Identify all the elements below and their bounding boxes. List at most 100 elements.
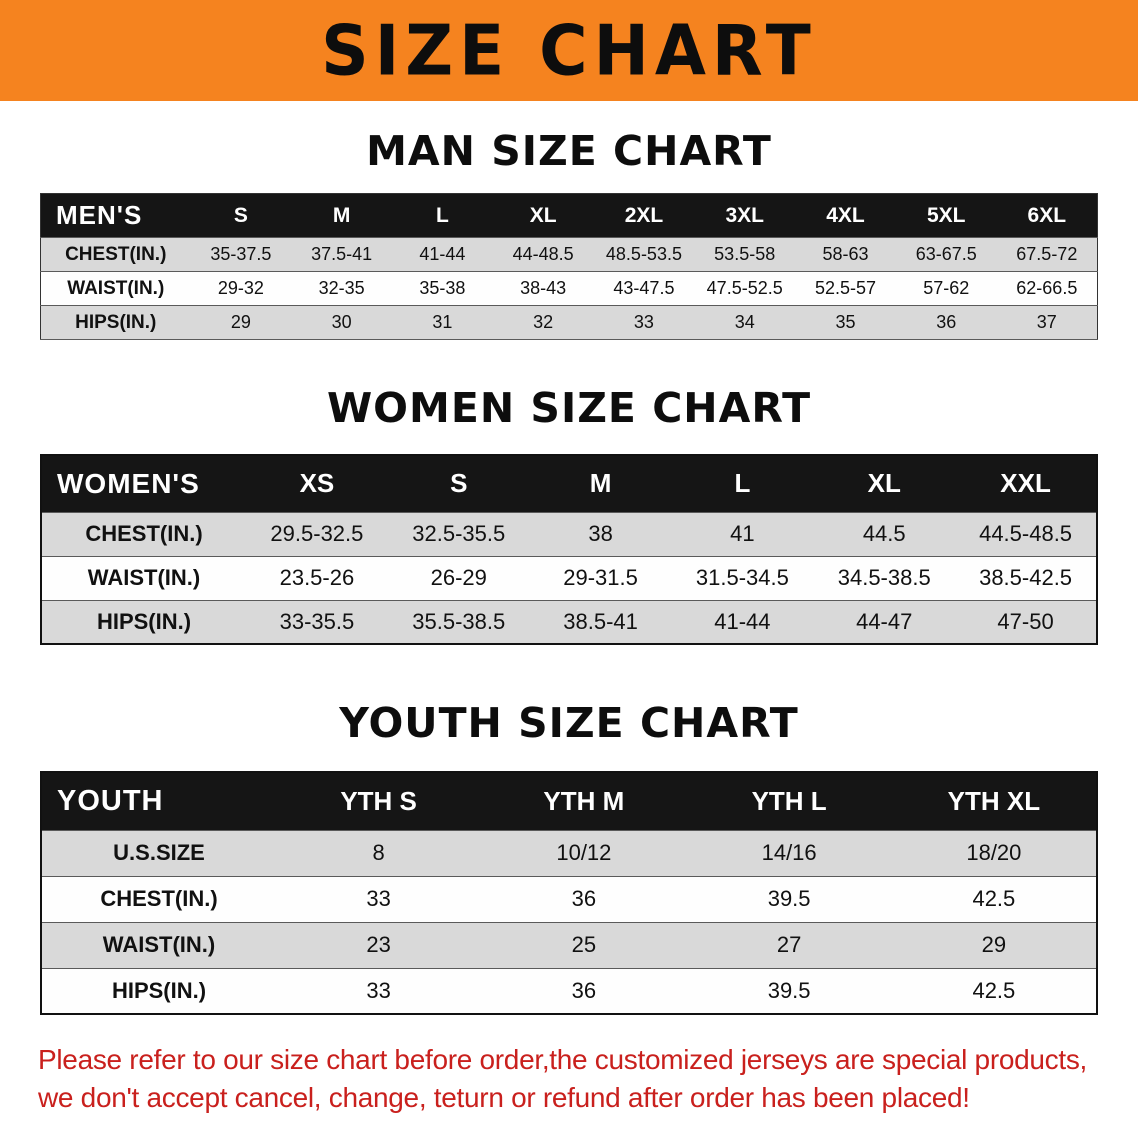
size-column-header: 4XL xyxy=(795,193,896,238)
measurement-label: WAIST(IN.) xyxy=(67,277,165,299)
size-column-header: M xyxy=(529,455,672,512)
measurement-label: WAIST(IN.) xyxy=(102,932,216,957)
size-column-header: L xyxy=(671,455,814,512)
measurement-label: HIPS(IN.) xyxy=(75,311,157,333)
measurement-row: WAIST(IN.) 23.5-26 26-29 29-31.5 31.5-34.5 34… xyxy=(41,556,1097,600)
page-title: SIZE CHART xyxy=(321,9,817,92)
measurement-label: HIPS(IN.) xyxy=(111,977,207,1003)
measurement-row: WAIST(IN.) 23 25 27 29 xyxy=(41,922,1097,968)
size-value: 35-38 xyxy=(419,278,466,298)
table-name-cell: MEN'S xyxy=(40,193,191,238)
size-value: 44.5-48.5 xyxy=(979,521,1073,546)
size-value: 33 xyxy=(366,886,391,911)
note-line-2: we don't accept cancel, change, teturn o… xyxy=(38,1081,970,1113)
size-column-header: 5XL xyxy=(895,193,997,238)
size-value: 32.5-35.5 xyxy=(412,521,506,546)
size-value: 32-35 xyxy=(318,278,365,298)
header-row: YOUTH YTH S YTH M YTH L YTH XL xyxy=(41,772,1097,830)
size-column-header: YTH XL xyxy=(891,772,1097,830)
size-column-header: YTH L xyxy=(686,772,892,830)
man-size-section: MAN SIZE CHART MEN'S S M L XL 2XL 3XL 4XL 5XL 6XL… xyxy=(0,127,1138,340)
man-size-table: MEN'S S M L XL 2XL 3XL 4XL 5XL 6XL CHEST(IN.) 35-37… xyxy=(40,193,1098,340)
banner: SIZE CHART xyxy=(0,0,1138,101)
measurement-row: CHEST(IN.) 35-37.5 37.5-41 41-44 44-48.5 48.5… xyxy=(40,237,1098,272)
size-value: 26-29 xyxy=(430,565,487,590)
measurement-label: CHEST(IN.) xyxy=(65,243,167,265)
women-size-section: WOMEN SIZE CHART WOMEN'S XS S M L XL XXL CHEST(… xyxy=(0,384,1138,645)
measurement-label: CHEST(IN.) xyxy=(100,886,218,911)
size-value: 8 xyxy=(372,840,385,865)
measurement-row: CHEST(IN.) 33 36 39.5 42.5 xyxy=(41,876,1097,922)
size-value: 36 xyxy=(571,977,597,1003)
size-value: 39.5 xyxy=(767,886,811,911)
size-column-header: XL xyxy=(813,455,956,512)
size-column-header: S xyxy=(387,455,530,512)
size-value: 35-37.5 xyxy=(210,244,272,264)
size-value: 29.5-32.5 xyxy=(270,521,364,546)
header-row: WOMEN'S XS S M L XL XXL xyxy=(41,455,1097,512)
size-value: 33 xyxy=(366,977,391,1003)
size-value: 44.5 xyxy=(862,521,906,546)
measurement-label: CHEST(IN.) xyxy=(85,521,203,546)
size-value: 39.5 xyxy=(767,977,811,1003)
size-value: 29 xyxy=(230,312,251,332)
size-value: 35.5-38.5 xyxy=(412,608,506,634)
size-value: 57-62 xyxy=(923,278,970,298)
size-column-header: 6XL xyxy=(996,193,1098,238)
measurement-row: U.S.SIZE 8 10/12 14/16 18/20 xyxy=(41,830,1097,876)
size-value: 31 xyxy=(432,312,453,332)
size-value: 38 xyxy=(588,521,613,546)
size-value: 29-31.5 xyxy=(563,565,638,590)
measurement-label: HIPS(IN.) xyxy=(96,608,192,634)
table-name-cell: WOMEN'S xyxy=(41,455,246,512)
size-value: 58-63 xyxy=(822,244,869,264)
size-value: 29-32 xyxy=(217,278,264,298)
size-column-header: 2XL xyxy=(593,193,695,238)
size-value: 14/16 xyxy=(761,840,817,865)
size-value: 30 xyxy=(331,312,352,332)
measurement-row: HIPS(IN.) 33-35.5 35.5-38.5 38.5-41 41-44 44-… xyxy=(41,600,1097,644)
note-line-1: Please refer to our size chart before or… xyxy=(38,1044,1088,1075)
size-value: 33-35.5 xyxy=(279,608,355,634)
size-column-header: L xyxy=(392,193,493,238)
size-value: 44-48.5 xyxy=(512,244,574,264)
table-name-cell: YOUTH xyxy=(41,772,276,830)
youth-size-section: YOUTH SIZE CHART YOUTH YTH S YTH M YTH L YTH… xyxy=(0,699,1138,1015)
size-column-header: M xyxy=(291,193,393,238)
size-value: 23 xyxy=(366,932,391,957)
size-value: 23.5-26 xyxy=(279,565,355,590)
header-row: MEN'S S M L XL 2XL 3XL 4XL 5XL 6XL xyxy=(40,193,1098,238)
size-column-header: YTH S xyxy=(276,772,482,830)
measurement-label: U.S.SIZE xyxy=(113,840,205,865)
size-value: 18/20 xyxy=(966,840,1022,865)
size-value: 62-66.5 xyxy=(1016,278,1078,298)
size-value: 38.5-42.5 xyxy=(979,565,1073,590)
youth-size-heading: YOUTH SIZE CHART xyxy=(339,699,799,747)
youth-size-table: YOUTH YTH S YTH M YTH L YTH XL U.S.SIZE 8 10/12… xyxy=(40,771,1098,1015)
measurement-row: HIPS(IN.) 29 30 31 32 33 34 35 36 37 xyxy=(40,305,1098,340)
size-column-header: 3XL xyxy=(694,193,796,238)
size-value: 41-44 xyxy=(714,608,771,634)
size-value: 47-50 xyxy=(997,608,1054,634)
women-size-heading: WOMEN SIZE CHART xyxy=(326,384,812,432)
size-value: 38-43 xyxy=(520,278,567,298)
measurement-row: HIPS(IN.) 33 36 39.5 42.5 xyxy=(41,968,1097,1014)
size-value: 37.5-41 xyxy=(311,244,373,264)
size-column-header: YTH M xyxy=(481,772,687,830)
size-value: 48.5-53.5 xyxy=(605,244,682,264)
size-value: 35 xyxy=(835,312,856,332)
size-value: 43-47.5 xyxy=(613,278,675,298)
size-value: 36 xyxy=(571,886,597,911)
size-value: 44-47 xyxy=(856,608,913,634)
size-value: 52.5-57 xyxy=(814,278,876,298)
size-value: 41 xyxy=(730,521,755,546)
size-value: 37 xyxy=(1036,312,1057,332)
size-value: 42.5 xyxy=(972,977,1016,1003)
size-value: 31.5-34.5 xyxy=(695,565,789,590)
size-value: 25 xyxy=(571,932,597,957)
women-size-table: WOMEN'S XS S M L XL XXL CHEST(IN.) 29.5-32.5 32.5… xyxy=(40,454,1098,645)
size-column-header: XL xyxy=(492,193,594,238)
size-value: 41-44 xyxy=(419,244,466,264)
measurement-row: CHEST(IN.) 29.5-32.5 32.5-35.5 38 41 44.5 44.5… xyxy=(41,512,1097,556)
